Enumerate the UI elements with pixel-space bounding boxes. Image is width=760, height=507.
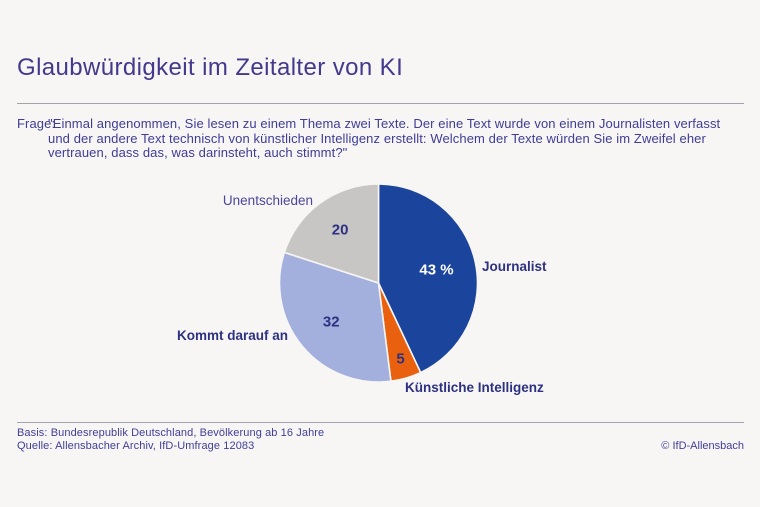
divider-bottom xyxy=(17,422,744,423)
pie-slice-2 xyxy=(278,251,392,383)
pie-slice-3 xyxy=(283,183,380,284)
pie-label-kuenstliche-intelligenz: Künstliche Intelligenz xyxy=(405,380,544,395)
pie-chart-svg: 43 % 5 32 20 xyxy=(278,183,479,383)
page-title: Glaubwürdigkeit im Zeitalter von KI xyxy=(17,54,404,81)
pie-label-kommt-darauf-an: Kommt darauf an xyxy=(176,328,288,343)
pie-value-label: 32 xyxy=(323,314,340,331)
pie-slice-0 xyxy=(377,183,479,374)
pie-value-label: 20 xyxy=(332,222,349,239)
footer-copyright: © IfD-Allensbach xyxy=(661,440,744,452)
question-text: "Einmal angenommen, Sie lesen zu einem T… xyxy=(48,116,721,161)
pie-value-label: 43 % xyxy=(419,262,453,279)
pie-value-label: 5 xyxy=(396,351,404,368)
question-label: Frage: xyxy=(17,116,56,131)
pie-label-unentschieden: Unentschieden xyxy=(222,193,313,208)
footer-source: Quelle: Allensbacher Archiv, IfD-Umfrage… xyxy=(17,440,255,452)
pie-label-journalist: Journalist xyxy=(482,259,547,274)
divider-top xyxy=(17,103,744,104)
question-block: Frage: "Einmal angenommen, Sie lesen zu … xyxy=(17,116,723,161)
footer-basis: Basis: Bundesrepublik Deutschland, Bevöl… xyxy=(17,427,325,439)
